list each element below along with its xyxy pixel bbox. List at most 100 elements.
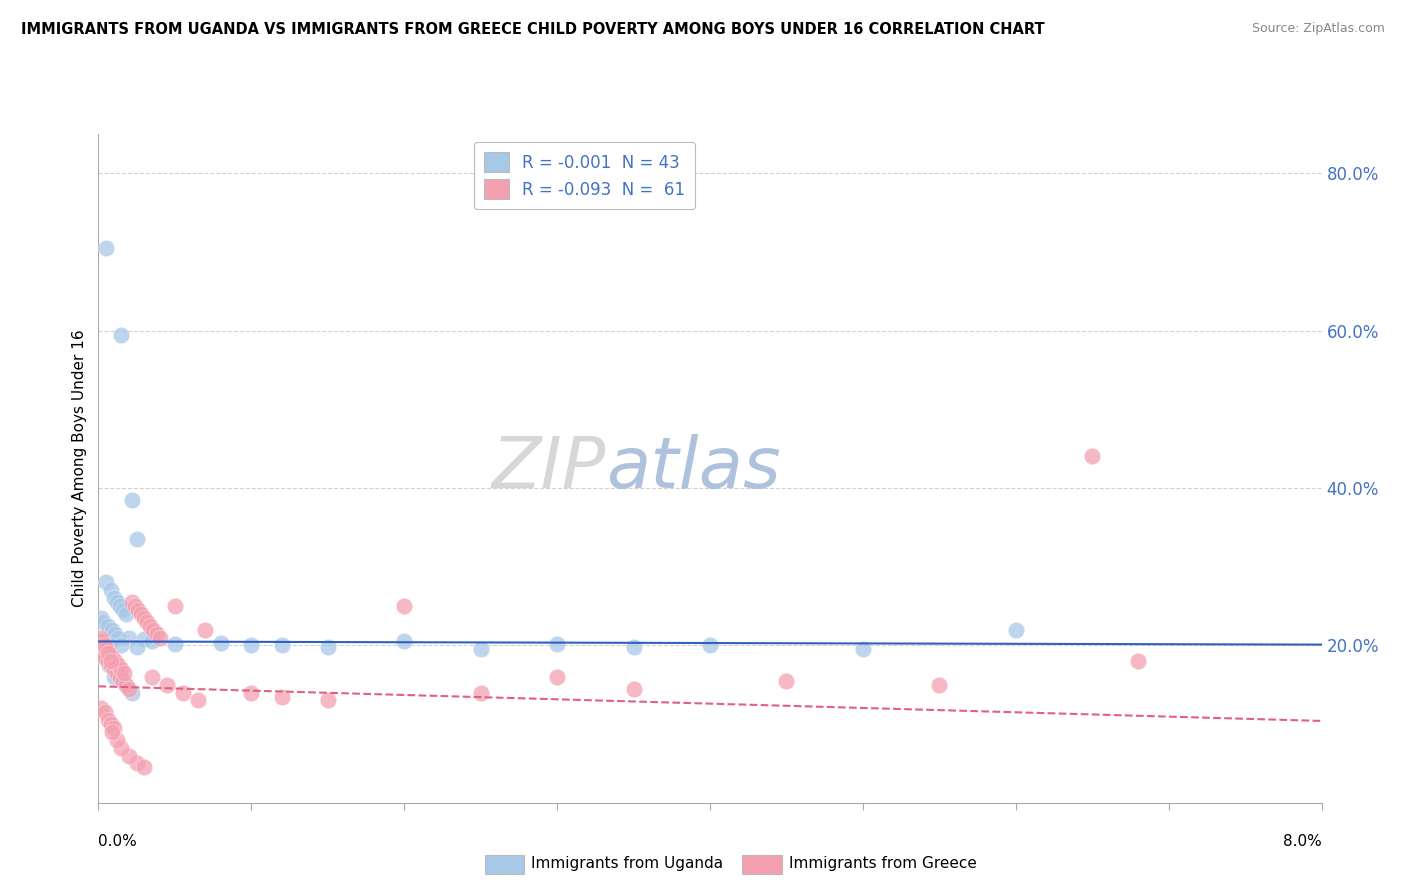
Point [209,636,232,650]
Point [101,650,124,665]
Point [105,595,128,609]
Y-axis label: Child Poverty Among Boys Under 16: Child Poverty Among Boys Under 16 [72,329,87,607]
Point [172,685,194,699]
Point [103,662,125,676]
Point [103,591,125,606]
Point [115,678,138,692]
Point [104,654,127,668]
Text: Source: ZipAtlas.com: Source: ZipAtlas.com [1251,22,1385,36]
Point [90,646,112,660]
Point [90,646,112,660]
Point [94,241,117,255]
Point [623,681,645,696]
Point [470,685,492,699]
Point [98,639,121,653]
Text: 8.0%: 8.0% [1282,834,1322,849]
Point [1081,450,1104,464]
Point [134,632,156,646]
Point [270,690,294,704]
Point [546,637,568,651]
Point [316,640,339,654]
Point [134,611,156,625]
Point [101,623,124,637]
Point [163,599,186,613]
Point [136,615,159,629]
Point [97,646,120,660]
Point [115,678,138,692]
Point [110,740,132,755]
Point [93,637,115,651]
Point [103,670,125,684]
Point [91,615,114,629]
Point [105,665,128,680]
Text: Immigrants from Greece: Immigrants from Greece [789,856,977,871]
Point [240,685,263,699]
Point [1128,654,1150,668]
Point [163,637,186,651]
Point [392,599,416,613]
Point [121,595,143,609]
Point [1004,623,1026,637]
Point [139,618,162,632]
Point [125,640,148,654]
Point [90,611,112,625]
Point [91,650,114,665]
Point [125,756,148,771]
Text: atlas: atlas [606,434,780,503]
Point [623,640,645,654]
Point [100,583,122,598]
Point [156,678,179,692]
Point [141,670,163,684]
Point [187,693,209,707]
Point [194,623,217,637]
Legend: R = -0.001  N = 43, R = -0.093  N =  61: R = -0.001 N = 43, R = -0.093 N = 61 [474,142,695,210]
Point [124,599,146,613]
Point [89,634,111,648]
Point [110,639,132,653]
Point [89,634,111,648]
Point [108,599,131,613]
Text: IMMIGRANTS FROM UGANDA VS IMMIGRANTS FROM GREECE CHILD POVERTY AMONG BOYS UNDER : IMMIGRANTS FROM UGANDA VS IMMIGRANTS FRO… [21,22,1045,37]
Point [98,658,121,673]
Point [470,642,492,657]
Text: 0.0%: 0.0% [98,834,138,849]
Point [270,639,294,653]
Point [118,681,141,696]
Point [110,662,132,676]
Point [93,639,115,653]
Point [118,748,141,763]
Point [100,654,122,668]
Point [97,654,120,668]
Point [129,607,152,621]
Point [115,607,138,621]
Point [108,670,131,684]
Point [107,631,129,645]
Point [110,327,132,342]
Point [125,532,148,546]
Point [105,732,128,747]
Point [98,646,121,660]
Point [100,658,122,673]
Point [852,642,875,657]
Point [121,492,143,507]
Point [107,658,129,673]
Point [91,639,114,653]
Point [142,623,165,637]
Point [112,665,135,680]
Point [104,626,127,640]
Point [97,618,120,632]
Point [94,575,117,590]
Point [145,626,167,640]
Point [90,631,112,645]
Point [90,701,112,715]
Point [141,634,163,648]
Point [127,603,149,617]
Text: ZIP: ZIP [492,434,606,503]
Point [928,678,950,692]
Point [94,642,117,657]
Point [111,673,134,688]
Text: Immigrants from Uganda: Immigrants from Uganda [531,856,724,871]
Point [97,713,120,727]
Point [134,760,156,774]
Point [118,631,141,645]
